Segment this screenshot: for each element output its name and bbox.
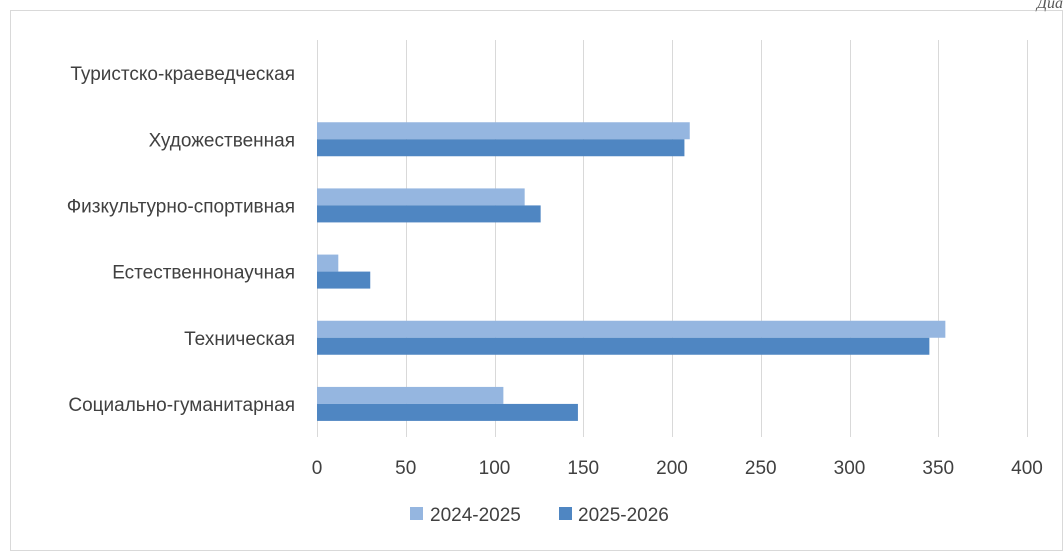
category-label: Туристско-краеведческая <box>70 64 295 85</box>
x-tick-label: 250 <box>745 458 777 479</box>
bar-2025-2026-5 <box>317 139 685 157</box>
bar-2024-2025-5 <box>317 122 690 140</box>
category-label: Художественная <box>149 130 295 151</box>
category-label: Физкультурно-спортивная <box>67 196 295 217</box>
bar-2024-2025-3 <box>317 254 339 272</box>
gridlines <box>317 40 1028 437</box>
header-fragment: Диа <box>1035 0 1063 12</box>
x-tick-label: 350 <box>922 458 954 479</box>
bar-2025-2026-3 <box>317 271 371 289</box>
bar-2024-2025-4 <box>317 188 525 206</box>
bars <box>317 122 946 421</box>
legend-swatch <box>410 507 423 520</box>
x-tick-label: 300 <box>834 458 866 479</box>
bar-2025-2026-4 <box>317 205 541 223</box>
x-tick-label: 400 <box>1011 458 1043 479</box>
category-label: Естественнонаучная <box>112 263 295 284</box>
legend-label: 2025-2026 <box>578 505 669 526</box>
bar-2025-2026-1 <box>317 403 578 421</box>
x-tick-label: 50 <box>395 458 416 479</box>
chart-frame <box>10 10 1063 551</box>
x-tick-labels: 0 50 100 150 200 250 300 350 400 <box>312 458 1043 479</box>
bar-2025-2026-2 <box>317 337 930 355</box>
category-labels: Социально-гуманитарная Техническая Естеств… <box>67 64 295 416</box>
x-tick-label: 0 <box>312 458 323 479</box>
legend-label: 2024-2025 <box>430 505 521 526</box>
category-label: Социально-гуманитарная <box>68 395 295 416</box>
category-label: Техническая <box>184 329 295 350</box>
bar-2024-2025-1 <box>317 386 504 404</box>
x-tick-label: 200 <box>656 458 688 479</box>
bar-2024-2025-2 <box>317 320 946 338</box>
legend: 2024-2025 2025-2026 <box>410 505 669 526</box>
x-tick-label: 150 <box>567 458 599 479</box>
x-tick-label: 100 <box>479 458 511 479</box>
legend-swatch <box>559 507 572 520</box>
